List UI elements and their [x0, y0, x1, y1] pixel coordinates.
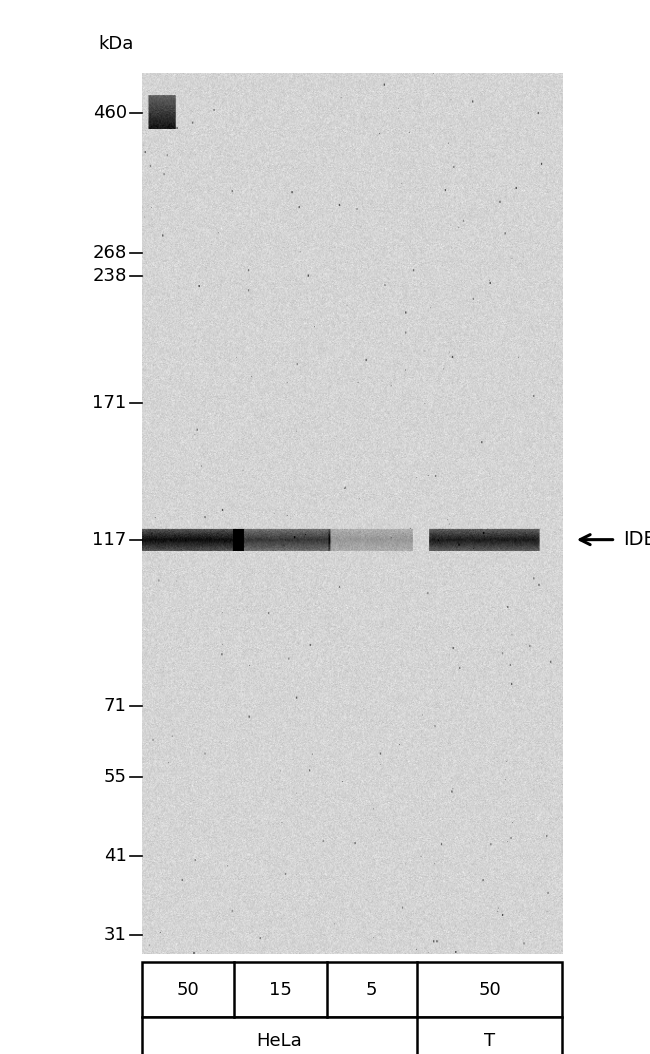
Bar — [142, 962, 562, 1017]
Text: T: T — [484, 1032, 495, 1050]
Text: 5: 5 — [366, 980, 378, 999]
Text: 50: 50 — [478, 980, 500, 999]
Text: 41: 41 — [104, 846, 127, 865]
Text: 15: 15 — [269, 980, 292, 999]
Text: 50: 50 — [176, 980, 199, 999]
Bar — [142, 1017, 562, 1054]
Text: 117: 117 — [92, 530, 127, 549]
Text: 171: 171 — [92, 393, 127, 412]
Text: 238: 238 — [92, 267, 127, 286]
Text: 71: 71 — [104, 697, 127, 716]
Text: HeLa: HeLa — [256, 1032, 302, 1050]
Text: 460: 460 — [92, 103, 127, 122]
Text: 268: 268 — [92, 243, 127, 262]
Text: IDE: IDE — [623, 530, 650, 549]
Text: 55: 55 — [104, 767, 127, 786]
Text: 31: 31 — [104, 925, 127, 944]
Text: kDa: kDa — [99, 35, 134, 54]
